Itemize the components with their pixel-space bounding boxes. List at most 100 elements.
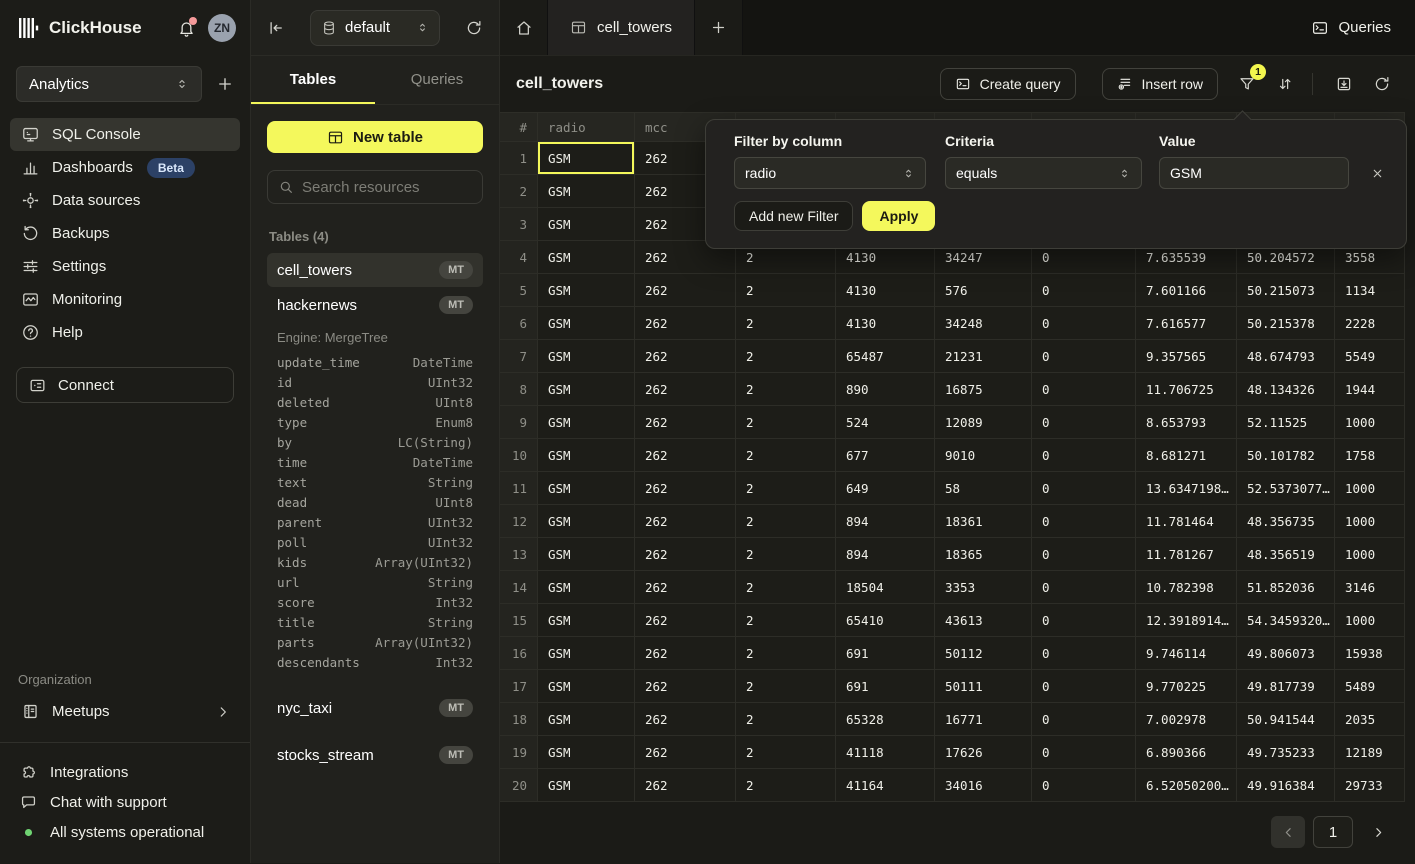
- cell[interactable]: 2: [736, 604, 836, 637]
- cell[interactable]: 3353: [935, 571, 1032, 604]
- cell[interactable]: 51.852036: [1237, 571, 1335, 604]
- cell[interactable]: 50.101782: [1237, 439, 1335, 472]
- new-table-button[interactable]: New table: [267, 121, 483, 153]
- sort-button[interactable]: [1268, 68, 1302, 100]
- cell[interactable]: 2: [736, 274, 836, 307]
- filter-column-select[interactable]: radio: [734, 157, 926, 189]
- sidebar-item-dashboards[interactable]: Dashboards Beta: [10, 151, 240, 184]
- cell[interactable]: 1134: [1335, 274, 1405, 307]
- cell[interactable]: 4130: [836, 307, 935, 340]
- cell[interactable]: 8.653793: [1136, 406, 1237, 439]
- sidebar-item-monitoring[interactable]: Monitoring: [10, 283, 240, 316]
- download-button[interactable]: [1327, 68, 1361, 100]
- cell[interactable]: 9.746114: [1136, 637, 1237, 670]
- cell[interactable]: 2: [736, 571, 836, 604]
- cell[interactable]: GSM: [538, 307, 635, 340]
- database-select[interactable]: default: [310, 9, 440, 46]
- cell[interactable]: 1758: [1335, 439, 1405, 472]
- notifications-button[interactable]: [177, 16, 197, 38]
- cell[interactable]: 0: [1032, 472, 1136, 505]
- add-new-filter-button[interactable]: Add new Filter: [734, 201, 854, 231]
- cell[interactable]: 894: [836, 505, 935, 538]
- create-query-button[interactable]: Create query: [939, 68, 1076, 100]
- cell[interactable]: 34016: [935, 769, 1032, 802]
- cell[interactable]: 262: [635, 340, 736, 373]
- table-item-nyc-taxi[interactable]: nyc_taxi MT: [267, 691, 483, 725]
- selected-cell[interactable]: GSM: [538, 142, 635, 175]
- cell[interactable]: 2035: [1335, 703, 1405, 736]
- cell[interactable]: 11.781464: [1136, 505, 1237, 538]
- cell[interactable]: 48.134326: [1237, 373, 1335, 406]
- collapse-panel-button[interactable]: [267, 19, 285, 37]
- cell[interactable]: 262: [635, 571, 736, 604]
- refresh-tables-button[interactable]: [465, 19, 483, 37]
- cell[interactable]: 576: [935, 274, 1032, 307]
- cell[interactable]: 12089: [935, 406, 1032, 439]
- cell[interactable]: GSM: [538, 604, 635, 637]
- cell[interactable]: 17626: [935, 736, 1032, 769]
- cell[interactable]: 41164: [836, 769, 935, 802]
- cell[interactable]: 9.357565: [1136, 340, 1237, 373]
- table-item-stocks-stream[interactable]: stocks_stream MT: [267, 738, 483, 772]
- cell[interactable]: GSM: [538, 736, 635, 769]
- table-item-hackernews[interactable]: hackernews MT: [267, 288, 483, 322]
- cell[interactable]: 1000: [1335, 505, 1405, 538]
- cell[interactable]: GSM: [538, 406, 635, 439]
- cell[interactable]: 21231: [935, 340, 1032, 373]
- cell[interactable]: 2: [736, 373, 836, 406]
- cell[interactable]: 2: [736, 406, 836, 439]
- cell[interactable]: 0: [1032, 604, 1136, 637]
- cell[interactable]: 0: [1032, 373, 1136, 406]
- cell[interactable]: 0: [1032, 637, 1136, 670]
- cell[interactable]: GSM: [538, 703, 635, 736]
- cell[interactable]: 2: [736, 703, 836, 736]
- cell[interactable]: 7.002978: [1136, 703, 1237, 736]
- cell[interactable]: 262: [635, 769, 736, 802]
- sidebar-item-data-sources[interactable]: Data sources: [10, 184, 240, 217]
- cell[interactable]: 5549: [1335, 340, 1405, 373]
- cell[interactable]: 2: [736, 505, 836, 538]
- cell[interactable]: 49.817739: [1237, 670, 1335, 703]
- cell[interactable]: 11.781267: [1136, 538, 1237, 571]
- filter-criteria-select[interactable]: equals: [945, 157, 1142, 189]
- footer-item-all-systems-operational[interactable]: All systems operational: [18, 817, 232, 847]
- cell[interactable]: 18361: [935, 505, 1032, 538]
- cell[interactable]: 50111: [935, 670, 1032, 703]
- page-number-button[interactable]: 1: [1313, 816, 1353, 848]
- cell[interactable]: 262: [635, 439, 736, 472]
- sidebar-item-backups[interactable]: Backups: [10, 217, 240, 250]
- cell[interactable]: 0: [1032, 505, 1136, 538]
- cell[interactable]: 3146: [1335, 571, 1405, 604]
- footer-item-chat-with-support[interactable]: Chat with support: [18, 787, 232, 817]
- cell[interactable]: 48.356735: [1237, 505, 1335, 538]
- cell[interactable]: 2: [736, 439, 836, 472]
- cell[interactable]: 11.706725: [1136, 373, 1237, 406]
- cell[interactable]: 41118: [836, 736, 935, 769]
- cell[interactable]: 2: [736, 670, 836, 703]
- cell[interactable]: 48.674793: [1237, 340, 1335, 373]
- cell[interactable]: 5489: [1335, 670, 1405, 703]
- cell[interactable]: 48.356519: [1237, 538, 1335, 571]
- cell[interactable]: 49.806073: [1237, 637, 1335, 670]
- cell[interactable]: 58: [935, 472, 1032, 505]
- cell[interactable]: 2: [736, 538, 836, 571]
- tab-tables[interactable]: Tables: [251, 56, 375, 104]
- cell[interactable]: 7.601166: [1136, 274, 1237, 307]
- apply-filter-button[interactable]: Apply: [862, 201, 936, 231]
- cell[interactable]: 15938: [1335, 637, 1405, 670]
- cell[interactable]: GSM: [538, 208, 635, 241]
- cell[interactable]: 262: [635, 307, 736, 340]
- cell[interactable]: 649: [836, 472, 935, 505]
- add-service-button[interactable]: [216, 75, 234, 93]
- cell[interactable]: 52.5373077…: [1237, 472, 1335, 505]
- cell[interactable]: 34248: [935, 307, 1032, 340]
- sidebar-item-meetups[interactable]: Meetups: [10, 695, 240, 728]
- cell[interactable]: 262: [635, 538, 736, 571]
- cell[interactable]: 0: [1032, 439, 1136, 472]
- filter-button[interactable]: 1: [1230, 64, 1266, 100]
- cell[interactable]: 16771: [935, 703, 1032, 736]
- workspace-select[interactable]: Analytics: [16, 66, 202, 102]
- cell[interactable]: 0: [1032, 769, 1136, 802]
- cell[interactable]: 43613: [935, 604, 1032, 637]
- tab-cell-towers[interactable]: cell_towers: [548, 0, 696, 55]
